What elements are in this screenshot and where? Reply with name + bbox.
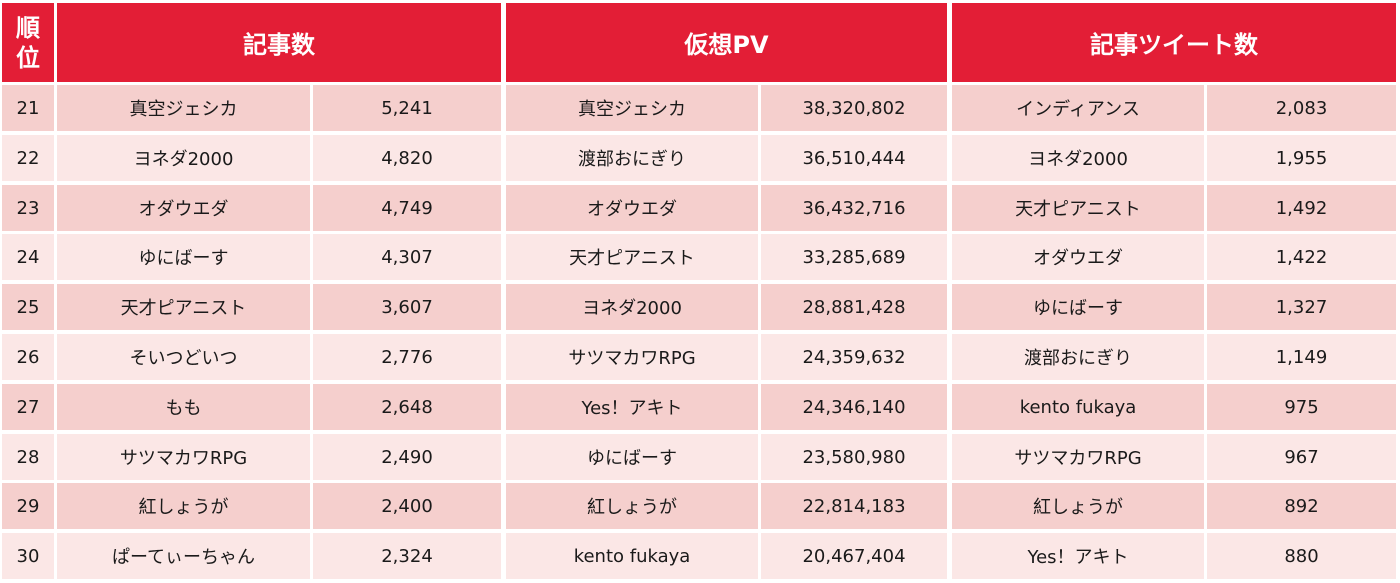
cell-articles-name: もも bbox=[57, 384, 310, 430]
cell-tweets-value: 880 bbox=[1207, 533, 1396, 579]
cell-pv-value: 28,881,428 bbox=[761, 284, 947, 330]
cell-tweets-name: サツマカワRPG bbox=[952, 434, 1204, 480]
cell-tweets-value: 967 bbox=[1207, 434, 1396, 480]
cell-tweets-name: オダウエダ bbox=[952, 234, 1204, 280]
cell-pv-name: 紅しょうが bbox=[506, 483, 758, 529]
cell-tweets-value: 1,422 bbox=[1207, 234, 1396, 280]
cell-articles-name: ぱーてぃーちゃん bbox=[57, 533, 310, 579]
cell-rank: 27 bbox=[2, 384, 54, 430]
cell-tweets-name: ヨネダ2000 bbox=[952, 135, 1204, 181]
cell-pv-value: 38,320,802 bbox=[761, 85, 947, 131]
cell-rank: 24 bbox=[2, 234, 54, 280]
cell-pv-value: 33,285,689 bbox=[761, 234, 947, 280]
cell-articles-name: 天才ピアニスト bbox=[57, 284, 310, 330]
cell-pv-name: ゆにばーす bbox=[506, 434, 758, 480]
cell-articles-name: 真空ジェシカ bbox=[57, 85, 310, 131]
cell-tweets-name: Yes！アキト bbox=[952, 533, 1204, 579]
cell-pv-value: 20,467,404 bbox=[761, 533, 947, 579]
header-tweets: 記事ツイート数 bbox=[952, 3, 1396, 82]
header-rank-char-2: 位 bbox=[16, 43, 40, 72]
cell-articles-value: 2,648 bbox=[313, 384, 501, 430]
cell-rank: 26 bbox=[2, 334, 54, 380]
cell-articles-value: 2,400 bbox=[313, 483, 501, 529]
cell-pv-name: 渡部おにぎり bbox=[506, 135, 758, 181]
cell-articles-name: ゆにばーす bbox=[57, 234, 310, 280]
cell-pv-name: 真空ジェシカ bbox=[506, 85, 758, 131]
cell-articles-name: ヨネダ2000 bbox=[57, 135, 310, 181]
cell-tweets-value: 1,492 bbox=[1207, 185, 1396, 231]
cell-tweets-value: 1,327 bbox=[1207, 284, 1396, 330]
cell-tweets-value: 1,149 bbox=[1207, 334, 1396, 380]
cell-tweets-value: 892 bbox=[1207, 483, 1396, 529]
cell-rank: 23 bbox=[2, 185, 54, 231]
cell-pv-value: 23,580,980 bbox=[761, 434, 947, 480]
cell-pv-value: 24,359,632 bbox=[761, 334, 947, 380]
cell-pv-name: ヨネダ2000 bbox=[506, 284, 758, 330]
cell-articles-name: サツマカワRPG bbox=[57, 434, 310, 480]
cell-articles-name: そいつどいつ bbox=[57, 334, 310, 380]
cell-tweets-value: 975 bbox=[1207, 384, 1396, 430]
cell-articles-value: 3,607 bbox=[313, 284, 501, 330]
cell-articles-value: 2,776 bbox=[313, 334, 501, 380]
cell-tweets-value: 1,955 bbox=[1207, 135, 1396, 181]
cell-articles-value: 2,490 bbox=[313, 434, 501, 480]
cell-rank: 30 bbox=[2, 533, 54, 579]
cell-pv-value: 36,432,716 bbox=[761, 185, 947, 231]
cell-pv-value: 24,346,140 bbox=[761, 384, 947, 430]
cell-pv-value: 22,814,183 bbox=[761, 483, 947, 529]
cell-tweets-name: インディアンス bbox=[952, 85, 1204, 131]
cell-pv-name: オダウエダ bbox=[506, 185, 758, 231]
header-articles: 記事数 bbox=[57, 3, 501, 82]
cell-tweets-name: 渡部おにぎり bbox=[952, 334, 1204, 380]
cell-pv-name: 天才ピアニスト bbox=[506, 234, 758, 280]
cell-tweets-name: ゆにばーす bbox=[952, 284, 1204, 330]
cell-tweets-name: 天才ピアニスト bbox=[952, 185, 1204, 231]
cell-pv-name: サツマカワRPG bbox=[506, 334, 758, 380]
cell-articles-value: 2,324 bbox=[313, 533, 501, 579]
cell-rank: 28 bbox=[2, 434, 54, 480]
cell-articles-value: 4,307 bbox=[313, 234, 501, 280]
header-pv: 仮想PV bbox=[506, 3, 947, 82]
header-rank-char-1: 順 bbox=[16, 13, 40, 42]
cell-rank: 22 bbox=[2, 135, 54, 181]
cell-tweets-name: kento fukaya bbox=[952, 384, 1204, 430]
cell-articles-value: 4,749 bbox=[313, 185, 501, 231]
cell-tweets-name: 紅しょうが bbox=[952, 483, 1204, 529]
cell-pv-name: Yes！アキト bbox=[506, 384, 758, 430]
header-rank: 順 位 bbox=[2, 3, 54, 82]
cell-tweets-value: 2,083 bbox=[1207, 85, 1396, 131]
cell-pv-value: 36,510,444 bbox=[761, 135, 947, 181]
cell-articles-value: 5,241 bbox=[313, 85, 501, 131]
cell-rank: 21 bbox=[2, 85, 54, 131]
cell-articles-value: 4,820 bbox=[313, 135, 501, 181]
cell-pv-name: kento fukaya bbox=[506, 533, 758, 579]
cell-articles-name: 紅しょうが bbox=[57, 483, 310, 529]
cell-rank: 29 bbox=[2, 483, 54, 529]
cell-rank: 25 bbox=[2, 284, 54, 330]
cell-articles-name: オダウエダ bbox=[57, 185, 310, 231]
